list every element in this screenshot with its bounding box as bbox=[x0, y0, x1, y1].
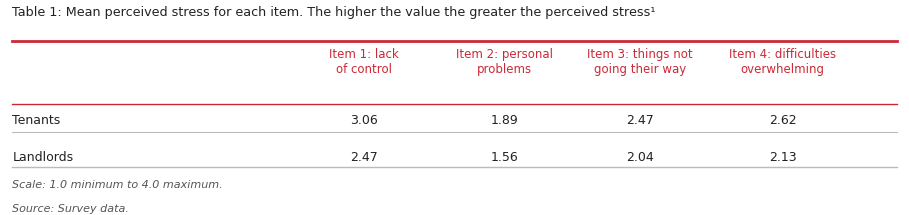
Text: 2.04: 2.04 bbox=[626, 151, 654, 164]
Text: Table 1: Mean perceived stress for each item. The higher the value the greater t: Table 1: Mean perceived stress for each … bbox=[12, 6, 655, 19]
Text: 2.62: 2.62 bbox=[769, 114, 796, 127]
Text: 2.47: 2.47 bbox=[626, 114, 654, 127]
Text: Item 2: personal
problems: Item 2: personal problems bbox=[455, 48, 553, 76]
Text: Tenants: Tenants bbox=[12, 114, 61, 127]
Text: Item 3: things not
going their way: Item 3: things not going their way bbox=[587, 48, 693, 76]
Text: 2.47: 2.47 bbox=[350, 151, 378, 164]
Text: 1.56: 1.56 bbox=[491, 151, 518, 164]
Text: Source: Survey data.: Source: Survey data. bbox=[12, 204, 129, 214]
Text: Item 4: difficulties
overwhelming: Item 4: difficulties overwhelming bbox=[729, 48, 836, 76]
Text: 3.06: 3.06 bbox=[350, 114, 378, 127]
Text: Landlords: Landlords bbox=[12, 151, 74, 164]
Text: 2.13: 2.13 bbox=[769, 151, 796, 164]
Text: Item 1: lack
of control: Item 1: lack of control bbox=[329, 48, 399, 76]
Text: 1.89: 1.89 bbox=[491, 114, 518, 127]
Text: Scale: 1.0 minimum to 4.0 maximum.: Scale: 1.0 minimum to 4.0 maximum. bbox=[12, 180, 223, 190]
